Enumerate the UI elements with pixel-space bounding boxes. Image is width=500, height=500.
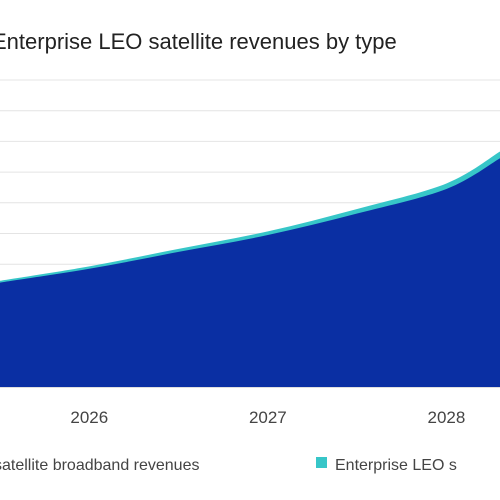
x-tick-label: 2027 xyxy=(249,408,287,427)
area-broadband-revenues xyxy=(0,158,500,387)
x-axis-ticks: 2026202720282029 xyxy=(70,408,466,427)
x-tick-label: 2028 xyxy=(428,408,466,427)
legend-label-broadband: satellite broadband revenues xyxy=(0,457,199,474)
area-series xyxy=(0,151,500,387)
legend-swatch-other xyxy=(316,457,327,468)
x-tick-label: 2026 xyxy=(70,408,108,427)
legend: satellite broadband revenues Enterprise … xyxy=(0,457,457,474)
chart-title: Enterprise LEO satellite revenues by typ… xyxy=(0,29,397,54)
legend-label-other: Enterprise LEO s xyxy=(335,457,457,474)
